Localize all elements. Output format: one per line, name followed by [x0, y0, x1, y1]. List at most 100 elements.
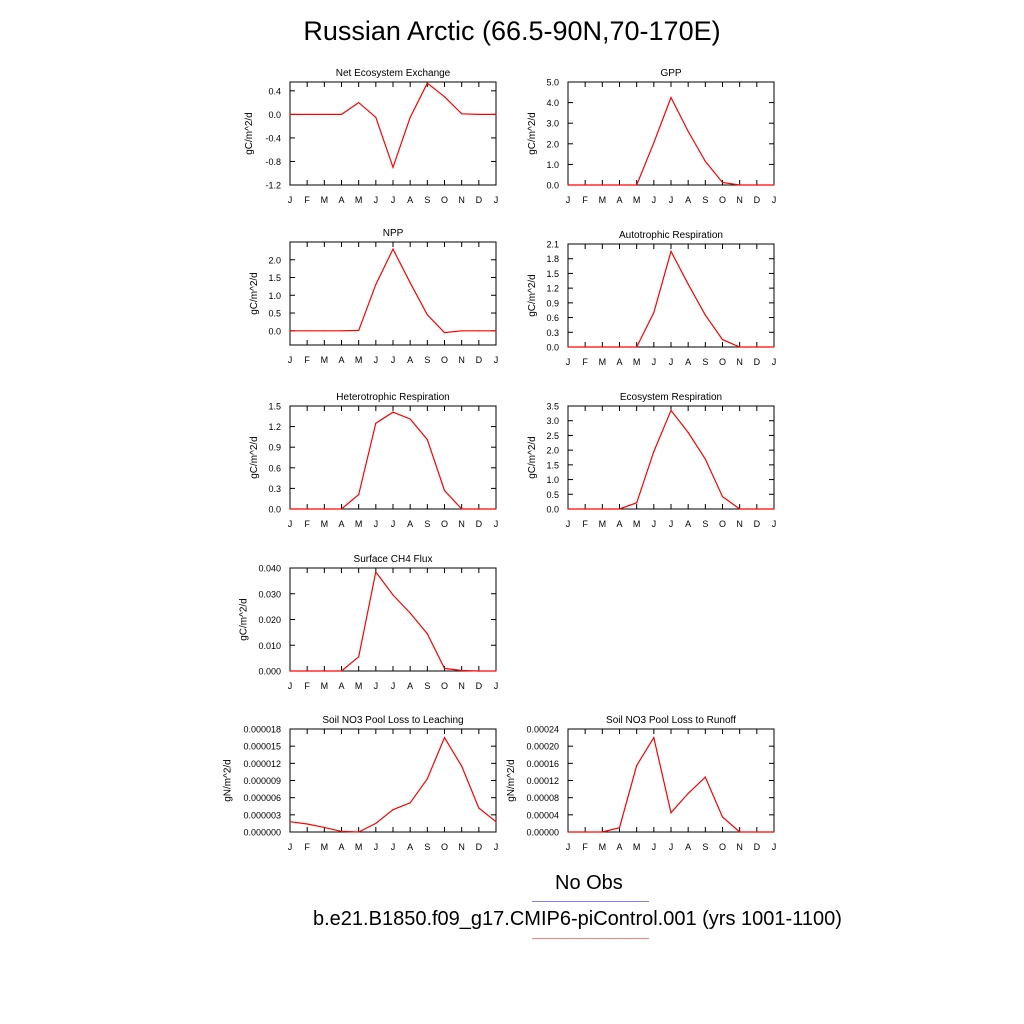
- data-point: [392, 248, 394, 250]
- plot-frame: [289, 241, 497, 346]
- y-tick-label: 0.000015: [243, 742, 281, 752]
- x-tick-label: J: [566, 842, 571, 852]
- x-tick-label: A: [685, 195, 691, 205]
- y-tick-label: 0.010: [258, 641, 281, 651]
- y-tick-label: 0.00020: [526, 742, 559, 752]
- data-point: [567, 508, 569, 510]
- x-tick-label: M: [633, 357, 641, 367]
- x-tick-label: J: [374, 842, 379, 852]
- x-tick-label: N: [736, 357, 743, 367]
- y-tick-label: 0.0: [546, 181, 559, 191]
- data-point: [670, 812, 672, 814]
- data-point: [618, 827, 621, 829]
- data-point: [721, 496, 724, 498]
- x-tick-label: D: [754, 357, 761, 367]
- data-point: [323, 826, 325, 829]
- data-point: [306, 670, 308, 672]
- y-tick-label: 0.020: [258, 615, 281, 625]
- x-tick-label: M: [321, 519, 329, 529]
- data-point: [409, 418, 411, 420]
- x-tick-label: N: [458, 195, 465, 205]
- y-tick-label: 0.040: [258, 564, 281, 574]
- chart-title: Surface CH4 Flux: [354, 554, 433, 565]
- x-tick-label: F: [304, 842, 310, 852]
- y-tick-label: 2.5: [546, 431, 559, 441]
- x-tick-label: O: [441, 355, 448, 365]
- x-tick-label: F: [582, 195, 588, 205]
- legend-obs-label: No Obs: [555, 872, 623, 894]
- y-tick-label: 2.0: [546, 446, 559, 456]
- data-point: [756, 831, 758, 833]
- data-point: [443, 667, 446, 670]
- y-tick-label: 0.9: [546, 298, 559, 308]
- x-tick-label: M: [599, 357, 607, 367]
- data-point: [375, 422, 377, 424]
- data-point: [495, 670, 497, 672]
- data-point: [443, 331, 446, 334]
- y-tick-label: 0.6: [268, 463, 281, 473]
- data-point: [375, 116, 377, 118]
- data-point: [704, 314, 706, 316]
- y-tick-label: 0.00016: [526, 759, 559, 769]
- data-point: [392, 166, 394, 168]
- x-tick-label: J: [494, 195, 499, 205]
- plot-frame: [289, 728, 497, 833]
- data-point: [358, 831, 360, 833]
- y-axis-label: gC/m^2/d: [249, 272, 260, 315]
- x-tick-label: J: [391, 355, 396, 365]
- data-point: [584, 831, 586, 833]
- y-axis-label: gC/m^2/d: [527, 436, 538, 479]
- chart-title: Net Ecosystem Exchange: [336, 68, 451, 79]
- data-point: [653, 312, 655, 314]
- x-tick-label: O: [441, 195, 448, 205]
- x-tick-label: O: [719, 357, 726, 367]
- data-point: [409, 282, 411, 284]
- x-tick-label: A: [407, 681, 413, 691]
- data-point: [670, 96, 672, 99]
- y-tick-label: 0.000006: [243, 793, 281, 803]
- x-tick-label: M: [599, 195, 607, 205]
- y-tick-label: 3.0: [546, 416, 559, 426]
- x-tick-label: F: [582, 519, 588, 529]
- x-tick-label: D: [476, 355, 483, 365]
- data-point: [375, 822, 377, 825]
- chart-title: Soil NO3 Pool Loss to Leaching: [322, 715, 463, 726]
- data-point: [636, 184, 638, 186]
- data-point: [756, 184, 758, 186]
- y-tick-label: 0.5: [268, 309, 281, 319]
- x-tick-label: D: [754, 195, 761, 205]
- data-point: [358, 102, 360, 104]
- x-tick-label: S: [424, 842, 430, 852]
- y-axis-label: gC/m^2/d: [244, 112, 255, 155]
- x-tick-label: F: [582, 842, 588, 852]
- x-tick-label: A: [338, 519, 344, 529]
- data-point: [495, 508, 497, 510]
- plot-frame: [289, 567, 497, 672]
- x-tick-label: D: [476, 519, 483, 529]
- data-point: [653, 736, 655, 739]
- x-tick-label: J: [772, 357, 777, 367]
- x-tick-label: J: [652, 842, 657, 852]
- x-tick-label: J: [391, 842, 396, 852]
- data-point: [687, 130, 689, 133]
- x-tick-label: S: [424, 681, 430, 691]
- data-point: [739, 184, 741, 186]
- data-point: [289, 113, 291, 115]
- x-tick-label: A: [407, 519, 413, 529]
- y-tick-label: 1.8: [546, 254, 559, 264]
- data-point: [323, 330, 325, 332]
- x-tick-label: F: [582, 357, 588, 367]
- data-point: [653, 451, 655, 453]
- x-tick-label: A: [338, 195, 344, 205]
- data-point: [687, 283, 689, 285]
- data-point: [636, 346, 638, 348]
- page-title: Russian Arctic (66.5-90N,70-170E): [303, 16, 721, 46]
- y-tick-label: 1.0: [546, 475, 559, 485]
- data-point: [670, 409, 672, 412]
- x-tick-label: N: [458, 519, 465, 529]
- data-point: [670, 250, 672, 252]
